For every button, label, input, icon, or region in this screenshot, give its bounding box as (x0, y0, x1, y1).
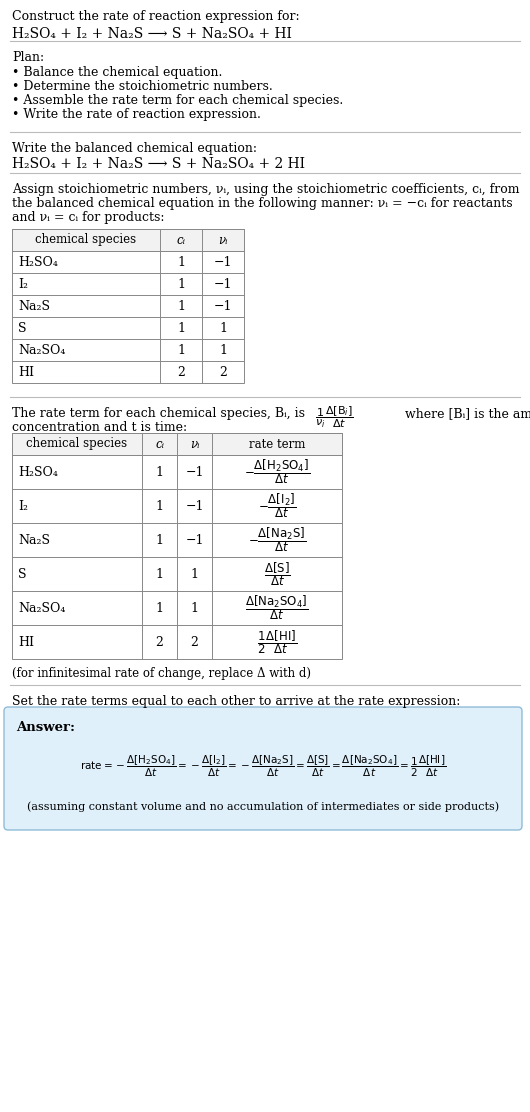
Text: HI: HI (18, 366, 34, 378)
Bar (12, 433, 342, 455)
Text: and νᵢ = cᵢ for products:: and νᵢ = cᵢ for products: (12, 211, 164, 224)
Text: HI: HI (18, 635, 34, 648)
Text: chemical species: chemical species (26, 437, 128, 450)
Text: (assuming constant volume and no accumulation of intermediates or side products): (assuming constant volume and no accumul… (27, 801, 499, 812)
Text: 1: 1 (155, 499, 163, 513)
Text: Plan:: Plan: (12, 51, 44, 64)
Text: $\mathrm{rate} = -\dfrac{\Delta[\mathrm{H_2SO_4}]}{\Delta t} = -\dfrac{\Delta[\m: $\mathrm{rate} = -\dfrac{\Delta[\mathrm{… (80, 753, 446, 778)
Text: rate term: rate term (249, 437, 305, 450)
Text: I₂: I₂ (18, 499, 28, 513)
Text: 1: 1 (155, 466, 163, 478)
Text: −1: −1 (214, 299, 232, 312)
Text: 1: 1 (177, 321, 185, 335)
Text: cᵢ: cᵢ (176, 234, 186, 247)
Text: Na₂S: Na₂S (18, 299, 50, 312)
Text: 1: 1 (155, 602, 163, 615)
FancyBboxPatch shape (4, 707, 522, 830)
Text: Na₂S: Na₂S (18, 534, 50, 546)
Text: $-\dfrac{\Delta[\mathrm{I_2}]}{\Delta t}$: $-\dfrac{\Delta[\mathrm{I_2}]}{\Delta t}… (258, 492, 296, 520)
Text: Assign stoichiometric numbers, νᵢ, using the stoichiometric coefficients, cᵢ, fr: Assign stoichiometric numbers, νᵢ, using… (12, 183, 519, 196)
Text: H₂SO₄ + I₂ + Na₂S ⟶ S + Na₂SO₄ + HI: H₂SO₄ + I₂ + Na₂S ⟶ S + Na₂SO₄ + HI (12, 27, 292, 41)
Text: 1: 1 (177, 256, 185, 268)
Text: $-\dfrac{\Delta[\mathrm{Na_2S}]}{\Delta t}$: $-\dfrac{\Delta[\mathrm{Na_2S}]}{\Delta … (248, 526, 306, 555)
Text: 1: 1 (219, 344, 227, 357)
Text: H₂SO₄: H₂SO₄ (18, 466, 58, 478)
Text: chemical species: chemical species (36, 234, 137, 247)
Text: $-\dfrac{\Delta[\mathrm{H_2SO_4}]}{\Delta t}$: $-\dfrac{\Delta[\mathrm{H_2SO_4}]}{\Delt… (244, 458, 310, 486)
Text: −1: −1 (186, 466, 204, 478)
Text: H₂SO₄ + I₂ + Na₂S ⟶ S + Na₂SO₄ + 2 HI: H₂SO₄ + I₂ + Na₂S ⟶ S + Na₂SO₄ + 2 HI (12, 157, 305, 171)
Text: (for infinitesimal rate of change, replace Δ with d): (for infinitesimal rate of change, repla… (12, 667, 311, 681)
Bar (12, 433, 342, 659)
Text: The rate term for each chemical species, Bᵢ, is: The rate term for each chemical species,… (12, 407, 305, 420)
Text: $\dfrac{\Delta[\mathrm{S}]}{\Delta t}$: $\dfrac{\Delta[\mathrm{S}]}{\Delta t}$ (263, 560, 290, 588)
Text: H₂SO₄: H₂SO₄ (18, 256, 58, 268)
Text: • Assemble the rate term for each chemical species.: • Assemble the rate term for each chemic… (12, 95, 343, 107)
Text: 2: 2 (219, 366, 227, 378)
Text: Set the rate terms equal to each other to arrive at the rate expression:: Set the rate terms equal to each other t… (12, 695, 461, 708)
Text: $\dfrac{1}{2}\dfrac{\Delta[\mathrm{HI}]}{\Delta t}$: $\dfrac{1}{2}\dfrac{\Delta[\mathrm{HI}]}… (257, 628, 297, 656)
Text: 1: 1 (177, 344, 185, 357)
Text: νᵢ: νᵢ (190, 437, 199, 450)
Text: Answer:: Answer: (16, 721, 75, 734)
Text: 1: 1 (219, 321, 227, 335)
Text: νᵢ: νᵢ (218, 234, 228, 247)
Text: 2: 2 (177, 366, 185, 378)
Text: the balanced chemical equation in the following manner: νᵢ = −cᵢ for reactants: the balanced chemical equation in the fo… (12, 197, 513, 210)
Text: Construct the rate of reaction expression for:: Construct the rate of reaction expressio… (12, 10, 299, 23)
Text: 1: 1 (155, 534, 163, 546)
Text: −1: −1 (214, 256, 232, 268)
Text: cᵢ: cᵢ (155, 437, 164, 450)
Text: • Write the rate of reaction expression.: • Write the rate of reaction expression. (12, 108, 261, 121)
Text: 2: 2 (156, 635, 163, 648)
Text: 1: 1 (177, 299, 185, 312)
Bar (12, 229, 244, 251)
Text: S: S (18, 567, 26, 580)
Text: 1: 1 (190, 567, 199, 580)
Text: Na₂SO₄: Na₂SO₄ (18, 344, 65, 357)
Text: where [Bᵢ] is the amount: where [Bᵢ] is the amount (405, 407, 530, 420)
Text: • Determine the stoichiometric numbers.: • Determine the stoichiometric numbers. (12, 80, 273, 93)
Text: • Balance the chemical equation.: • Balance the chemical equation. (12, 66, 223, 79)
Bar (12, 229, 244, 383)
Text: 1: 1 (177, 278, 185, 290)
Text: I₂: I₂ (18, 278, 28, 290)
Text: $\dfrac{\Delta[\mathrm{Na_2SO_4}]}{\Delta t}$: $\dfrac{\Delta[\mathrm{Na_2SO_4}]}{\Delt… (245, 594, 308, 623)
Text: Na₂SO₄: Na₂SO₄ (18, 602, 65, 615)
Text: −1: −1 (214, 278, 232, 290)
Text: −1: −1 (186, 534, 204, 546)
Text: $\dfrac{1}{\nu_i}\dfrac{\Delta[\mathrm{B}_i]}{\Delta t}$: $\dfrac{1}{\nu_i}\dfrac{\Delta[\mathrm{B… (315, 405, 354, 430)
Text: 1: 1 (190, 602, 199, 615)
Text: 2: 2 (191, 635, 198, 648)
Text: Write the balanced chemical equation:: Write the balanced chemical equation: (12, 142, 257, 155)
Text: −1: −1 (186, 499, 204, 513)
Text: concentration and t is time:: concentration and t is time: (12, 421, 187, 434)
Text: S: S (18, 321, 26, 335)
Text: 1: 1 (155, 567, 163, 580)
